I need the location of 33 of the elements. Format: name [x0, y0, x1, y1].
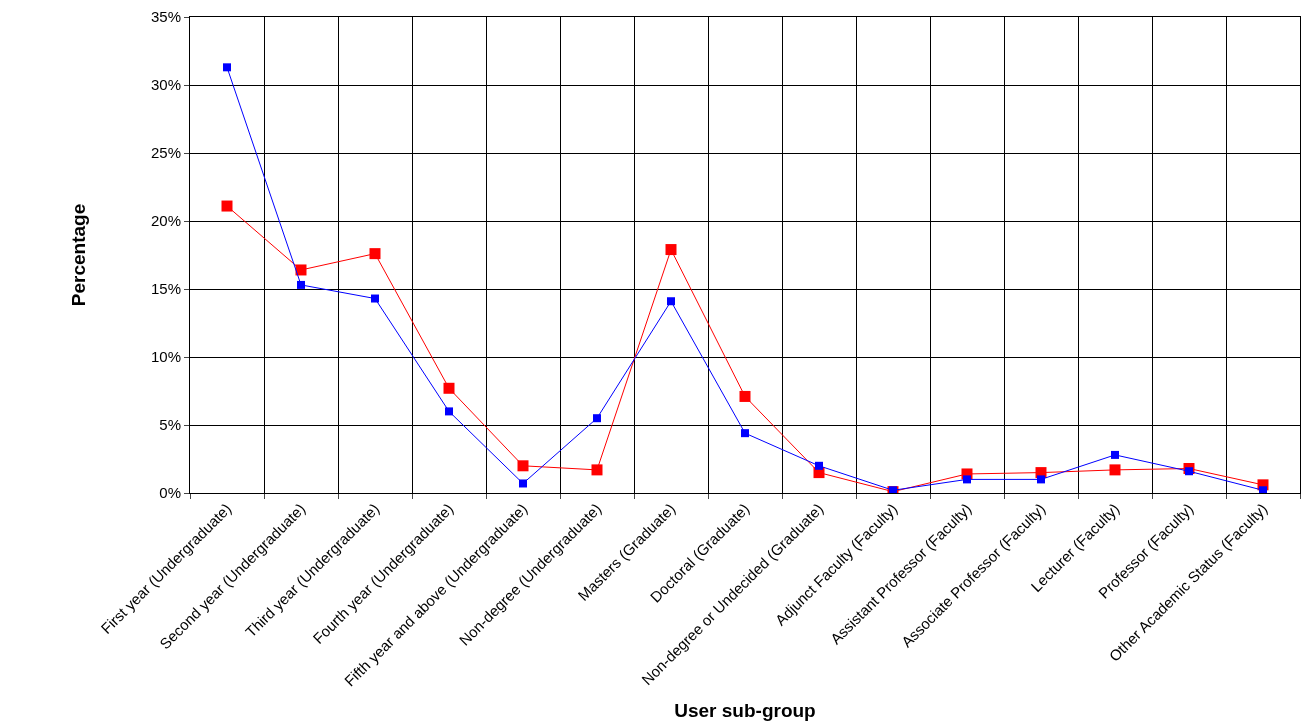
y-tick-label: 20% [150, 212, 181, 230]
point [815, 461, 823, 470]
point [443, 382, 455, 394]
point [963, 475, 971, 484]
point [667, 297, 675, 306]
point [297, 280, 305, 289]
point [593, 414, 601, 423]
point [517, 460, 529, 472]
y-tick-label: 5% [159, 416, 181, 434]
point [591, 464, 603, 476]
y-tick-label: 15% [150, 280, 181, 298]
x-axis-title: User sub-group [674, 700, 816, 722]
point [739, 390, 751, 402]
y-tick-label: 0% [159, 484, 181, 502]
point [1111, 450, 1119, 459]
point [369, 248, 381, 260]
point [665, 244, 677, 256]
point [1259, 486, 1267, 493]
point [519, 479, 527, 488]
point [1109, 464, 1121, 476]
y-tick-label: 25% [150, 144, 181, 162]
y-tick-label: 35% [150, 8, 181, 26]
point [445, 407, 453, 416]
point [1037, 475, 1045, 484]
y-tick-label: 10% [150, 348, 181, 366]
point [295, 264, 307, 276]
point [371, 294, 379, 303]
y-tick-label: 30% [150, 76, 181, 94]
y-axis-title: Percentage [67, 203, 89, 307]
point [741, 429, 749, 438]
point [221, 200, 233, 212]
point [223, 63, 231, 72]
point [1185, 467, 1193, 476]
